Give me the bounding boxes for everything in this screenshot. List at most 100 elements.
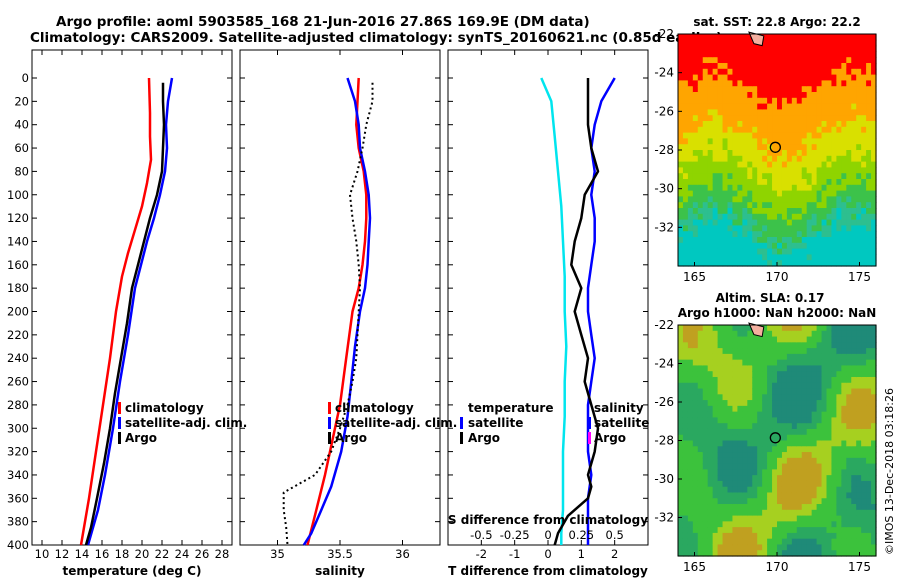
map-cell (747, 336, 753, 343)
map-cell (836, 371, 842, 378)
map-cell (801, 400, 808, 407)
map-cell (687, 208, 694, 215)
map-cell (791, 155, 798, 163)
map-cell (856, 208, 862, 215)
map-cell (811, 231, 818, 238)
map-cell (692, 260, 699, 267)
map-cell (762, 237, 768, 244)
map-cell (762, 132, 768, 139)
map-cell (747, 428, 753, 436)
map-cell (791, 208, 798, 215)
map-cell (727, 161, 734, 168)
map-cell (752, 167, 758, 174)
map-cell (841, 237, 847, 244)
map-cell (861, 179, 867, 186)
map-cell (866, 509, 872, 517)
map-cell (791, 527, 798, 534)
map-cell (816, 486, 823, 494)
map-cell (737, 63, 743, 70)
map-cell (717, 538, 724, 546)
map-cell (851, 161, 857, 168)
map-cell (752, 509, 758, 517)
map-cell (826, 492, 833, 499)
map-cell (687, 167, 694, 174)
map-cell (687, 45, 694, 52)
map-cell (816, 231, 823, 238)
map-cell (831, 39, 837, 47)
map-cell (777, 336, 783, 343)
map-cell (806, 86, 813, 93)
map-cell (811, 532, 818, 540)
map-cell (727, 57, 734, 64)
panel-frame-salinity-profile (239, 49, 441, 546)
map-cell (752, 434, 758, 442)
map-cell (747, 440, 753, 447)
map-cell (682, 208, 689, 215)
map-cell (687, 446, 694, 453)
map-cell (678, 521, 684, 528)
map-cell (801, 405, 808, 413)
map-cell (831, 155, 837, 163)
map-cell (767, 208, 773, 215)
x-axis-label: temperature (deg C) (63, 564, 202, 578)
map-cell (707, 208, 714, 215)
map-cell (826, 248, 833, 255)
series-line-climatology (79, 77, 153, 546)
map-cell (801, 475, 808, 482)
map-cell (712, 237, 719, 244)
map-cell (752, 463, 758, 470)
map-cell (826, 34, 833, 41)
map-cell (826, 260, 833, 267)
map-cell (747, 248, 753, 255)
map-cell (781, 423, 788, 430)
map-cell (861, 480, 867, 488)
map-cell (752, 97, 758, 105)
map-cell (702, 388, 709, 395)
legend-label: Argo (594, 431, 626, 445)
map-cell (772, 57, 778, 64)
map-cell (791, 51, 798, 58)
map-cell (816, 336, 823, 343)
map-cell (796, 242, 803, 250)
map-cell (712, 248, 719, 255)
map-cell (796, 521, 803, 528)
map-cell (707, 423, 714, 430)
map-cell (806, 161, 813, 168)
map-cell (727, 208, 734, 215)
map-cell (682, 144, 689, 151)
map-cell (866, 365, 872, 372)
map-cell (811, 39, 818, 47)
map-cell (856, 544, 862, 551)
map-cell (801, 219, 808, 226)
map-cell (796, 411, 803, 419)
map-cell (732, 400, 738, 407)
map-cell (821, 86, 828, 93)
map-cell (727, 97, 734, 105)
map-cell (777, 167, 783, 174)
map-cell (757, 92, 763, 99)
map-cell (826, 527, 833, 534)
map-cell (687, 509, 694, 517)
y-tick-label: 140 (7, 234, 29, 248)
map-cell (871, 45, 877, 52)
map-cell (717, 248, 724, 255)
map-cell (742, 219, 748, 226)
map-cell (791, 45, 798, 52)
map-cell (757, 109, 763, 116)
map-cell (767, 103, 773, 110)
map-cell (727, 325, 734, 332)
map-cell (732, 434, 738, 442)
map-cell (707, 486, 714, 494)
map-cell (732, 260, 738, 267)
map-cell (801, 97, 808, 105)
map-cell (697, 388, 704, 395)
map-cell (811, 80, 818, 87)
map-cell (702, 242, 709, 250)
map-cell (702, 446, 709, 453)
map-cell (697, 452, 704, 459)
map-cell (752, 411, 758, 419)
map-cell (851, 74, 857, 81)
map-cell (806, 219, 813, 226)
map-cell (796, 190, 803, 197)
map-cell (786, 359, 793, 367)
